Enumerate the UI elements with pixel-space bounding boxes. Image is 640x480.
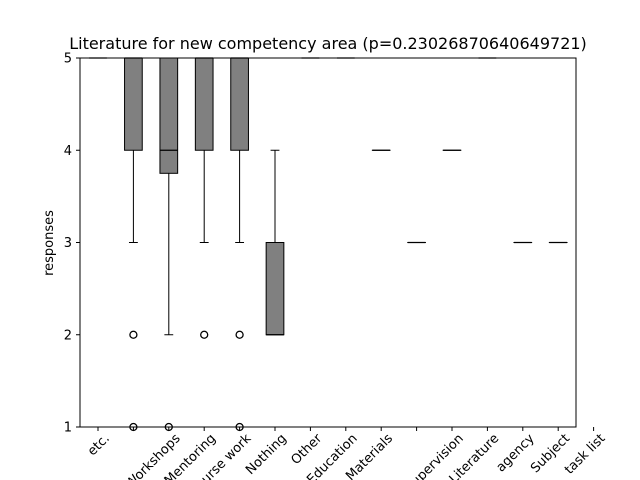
box-body	[124, 57, 143, 151]
box-3	[194, 57, 214, 339]
y-tick-label: 1	[64, 421, 72, 436]
x-tick-label: etc.	[85, 431, 113, 459]
box-body	[159, 57, 179, 174]
flier-point	[200, 330, 209, 339]
box-body	[230, 57, 249, 151]
box-body	[265, 242, 285, 336]
box-1	[124, 57, 143, 432]
y-tick-label: 5	[64, 52, 72, 67]
y-tick-label: 3	[64, 236, 72, 251]
chart-title: Literature for new competency area (p=0.…	[69, 34, 587, 53]
y-axis-label: responses	[42, 210, 57, 276]
box-body	[194, 57, 214, 151]
axes-frame	[79, 57, 577, 428]
box-5	[265, 149, 285, 336]
box-2	[159, 57, 179, 432]
y-tick-label: 4	[64, 144, 72, 159]
flier-point	[129, 330, 138, 339]
y-tick-label: 2	[64, 328, 72, 343]
box-4	[230, 57, 249, 432]
flier-point	[235, 330, 244, 339]
